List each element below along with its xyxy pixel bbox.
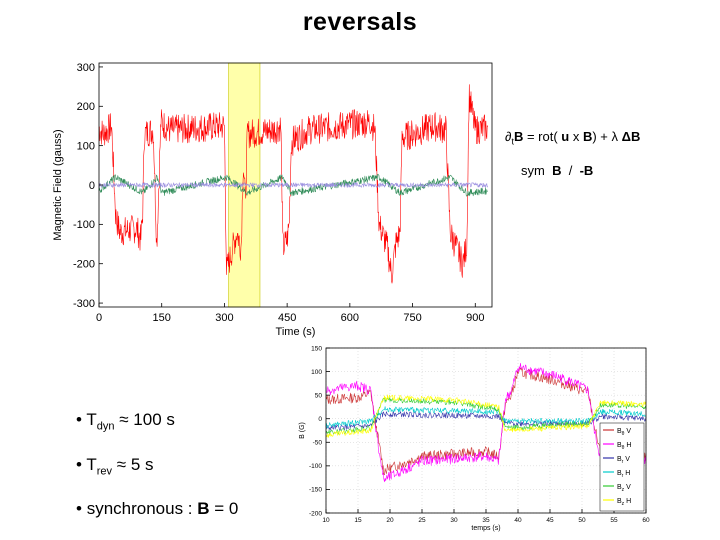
x-tick-label: 60 (642, 517, 650, 524)
x-axis-label: Time (s) (276, 326, 316, 338)
legend-entry: Br V (617, 456, 630, 465)
eq-B2: B (582, 129, 593, 144)
x-tick-label: 450 (278, 312, 296, 324)
y-axis-label: Magnetic Field (gauss) (52, 129, 64, 240)
eq-partial-sub: t (511, 136, 514, 147)
bullet-trev-rest: ≈ 5 s (112, 455, 154, 474)
series-br-v (325, 411, 647, 431)
eq-rot: = rot( (523, 129, 562, 144)
x-tick-label: 40 (514, 517, 522, 524)
y-tick-label: 100 (77, 140, 95, 152)
y-tick-label: 0 (318, 416, 322, 423)
bullet-trev: • Trev ≈ 5 s (76, 455, 154, 477)
eq-B: B (513, 129, 524, 144)
eq-partial: ∂ (505, 129, 512, 144)
y-tick-label: -300 (73, 298, 95, 310)
x-tick-label: 150 (153, 312, 171, 324)
x-tick-label: 35 (482, 517, 490, 524)
x-tick-label: 10 (322, 517, 330, 524)
bullet-tdyn-sub: dyn (96, 420, 115, 433)
eq-laplacian: ΔB (621, 129, 641, 144)
series-br-h (325, 406, 647, 429)
symmetry-statement: sym B / -B (521, 163, 593, 178)
slide-title: reversals (302, 8, 418, 36)
y-tick-label: 150 (311, 345, 322, 352)
bullet-sync-main: synchronous : (86, 499, 198, 518)
eq-u: u (561, 129, 570, 144)
series-bz-v (325, 397, 647, 435)
eq-cross: x (569, 129, 583, 144)
sym-negB: -B (579, 163, 594, 178)
x-tick-label: 45 (546, 517, 554, 524)
legend-entry: Bθ H (617, 442, 631, 451)
y-tick-label: 0 (89, 180, 95, 192)
bullet-synchronous: • synchronous : B = 0 (76, 499, 238, 519)
eq-plus-lambda: ) + λ (592, 129, 622, 144)
x-tick-label: 0 (96, 312, 102, 324)
series-b--v (325, 367, 647, 476)
legend-entry: Bz H (617, 498, 631, 507)
sym-label: sym (521, 163, 545, 178)
bullet-marker: • (76, 410, 82, 429)
y-tick-label: 100 (311, 369, 322, 376)
y-tick-label: 50 (315, 392, 323, 399)
x-tick-label: 600 (341, 312, 359, 324)
bullet-trev-main: T (86, 455, 97, 474)
series-tertiary (98, 182, 488, 188)
sym-slash: / (565, 163, 576, 178)
bullet-tdyn-rest: ≈ 100 s (114, 410, 175, 429)
y-tick-label: -100 (309, 463, 322, 470)
x-tick-label: 15 (354, 517, 362, 524)
y-tick-label: 300 (77, 62, 95, 74)
bullet-sync-bold: B (197, 499, 210, 518)
y-tick-label: -150 (309, 487, 322, 494)
x-tick-label: 300 (215, 312, 233, 324)
y-tick-label: -100 (73, 219, 95, 231)
bullet-sync-rest: = 0 (209, 499, 239, 518)
y-axis-label: B (G) (299, 422, 306, 439)
series-secondary (98, 173, 488, 197)
x-tick-label: 25 (418, 517, 426, 524)
bullet-marker: • (76, 499, 82, 518)
x-tick-label: 750 (403, 312, 421, 324)
series-bz-h (325, 394, 647, 438)
y-tick-label: 200 (77, 101, 95, 113)
x-tick-label: 900 (466, 312, 484, 324)
y-tick-label: -200 (73, 259, 95, 271)
bullet-marker: • (76, 455, 82, 474)
x-tick-label: 50 (578, 517, 586, 524)
legend-entry: Br H (617, 470, 630, 479)
legend-box (599, 422, 645, 512)
series-main (98, 84, 488, 284)
bullet-trev-sub: rev (96, 465, 113, 478)
induction-equation: ∂tB = rot( u x B) + λ ΔB (505, 129, 640, 147)
bullet-tdyn-main: T (86, 410, 97, 429)
x-tick-label: 20 (386, 517, 394, 524)
legend-entry: Bθ V (617, 428, 631, 437)
x-axis-label: temps (s) (471, 525, 500, 532)
y-tick-label: -50 (313, 440, 323, 447)
x-tick-label: 55 (610, 517, 618, 524)
legend-entry: Bz V (617, 484, 631, 493)
y-tick-label: -200 (309, 510, 322, 517)
x-tick-label: 30 (450, 517, 458, 524)
bullet-tdyn: • Tdyn ≈ 100 s (76, 410, 175, 432)
sym-B: B (552, 163, 562, 178)
